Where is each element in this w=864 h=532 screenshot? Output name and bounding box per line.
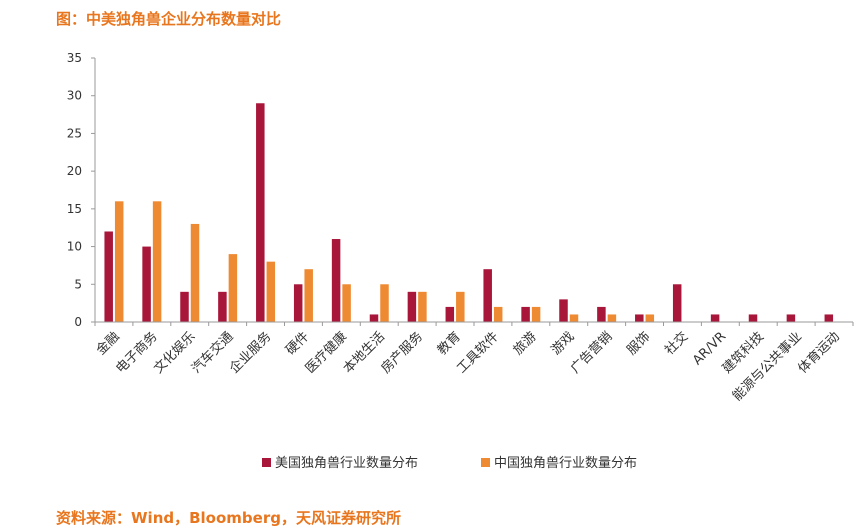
bar-cn <box>380 284 389 322</box>
legend: 美国独角兽行业数量分布 中国独角兽行业数量分布 <box>262 456 637 471</box>
bar-us <box>824 314 834 322</box>
legend-label-cn: 中国独角兽行业数量分布 <box>494 456 637 471</box>
bar-us <box>369 314 379 322</box>
bar-us <box>597 306 606 322</box>
bar-us <box>559 299 568 322</box>
y-tick-label: 5 <box>74 277 82 291</box>
x-category-label: 教育 <box>434 329 464 359</box>
x-category-label: 金融 <box>93 329 123 359</box>
bar-us <box>407 291 417 322</box>
legend-swatch-us <box>262 458 271 467</box>
bar-us <box>256 103 265 322</box>
bar-us <box>218 291 227 322</box>
bar-us <box>483 269 492 322</box>
bar-cn <box>304 269 313 322</box>
bar-cn <box>493 306 503 322</box>
bar-us <box>521 306 530 322</box>
legend-swatch-cn <box>481 458 490 467</box>
bar-us <box>445 306 455 322</box>
bar-cn <box>418 291 427 322</box>
bars <box>104 103 834 322</box>
x-category-label: 体育运动 <box>795 329 843 377</box>
figure-title: 图：中美独角兽企业分布数量对比 <box>56 10 282 28</box>
bar-us <box>748 314 758 322</box>
x-category-label: 工具软件 <box>454 329 501 376</box>
bar-cn <box>456 291 465 322</box>
bar-us <box>331 239 341 322</box>
x-category-label: 社交 <box>662 329 692 359</box>
y-tick-label: 15 <box>67 202 82 216</box>
bar-cn <box>645 314 655 322</box>
y-tick-label: 25 <box>67 126 82 140</box>
bar-cn <box>228 254 238 322</box>
y-axis: 0 5 10 15 20 25 30 35 <box>67 51 96 329</box>
bar-us <box>293 284 303 322</box>
bar-cn <box>190 223 200 322</box>
y-tick-label: 10 <box>67 240 82 254</box>
y-tick-label: 35 <box>67 51 82 65</box>
bar-us <box>635 314 644 322</box>
bar-cn <box>114 201 124 322</box>
bar-cn <box>266 261 276 322</box>
x-category-label: 企业服务 <box>226 329 274 377</box>
bar-cn <box>152 201 162 322</box>
bar-cn <box>531 306 541 322</box>
legend-label-us: 美国独角兽行业数量分布 <box>275 456 418 471</box>
x-category-label: 服饰 <box>624 329 653 358</box>
bar-us <box>180 291 189 322</box>
bar-cn <box>342 284 351 322</box>
bar-us <box>672 284 682 322</box>
x-category-label: 能源与公共事业 <box>730 329 805 404</box>
y-tick-label: 0 <box>74 315 82 329</box>
x-category-label: 游戏 <box>549 329 578 358</box>
y-tick-label: 30 <box>67 89 82 103</box>
bar-cn <box>607 314 617 322</box>
x-category-label: 房产服务 <box>378 329 426 377</box>
x-category-label: 广告营销 <box>568 329 615 376</box>
x-category-label: 硬件 <box>283 329 312 358</box>
bar-us <box>710 314 720 322</box>
y-tick-label: 20 <box>67 164 82 178</box>
bar-us <box>786 314 796 322</box>
bar-cn <box>569 314 579 322</box>
source-note: 资料来源：Wind，Bloomberg，天风证券研究所 <box>56 509 401 527</box>
x-category-label: 旅游 <box>511 329 540 358</box>
bar-us <box>104 231 113 322</box>
bar-us <box>142 246 151 322</box>
